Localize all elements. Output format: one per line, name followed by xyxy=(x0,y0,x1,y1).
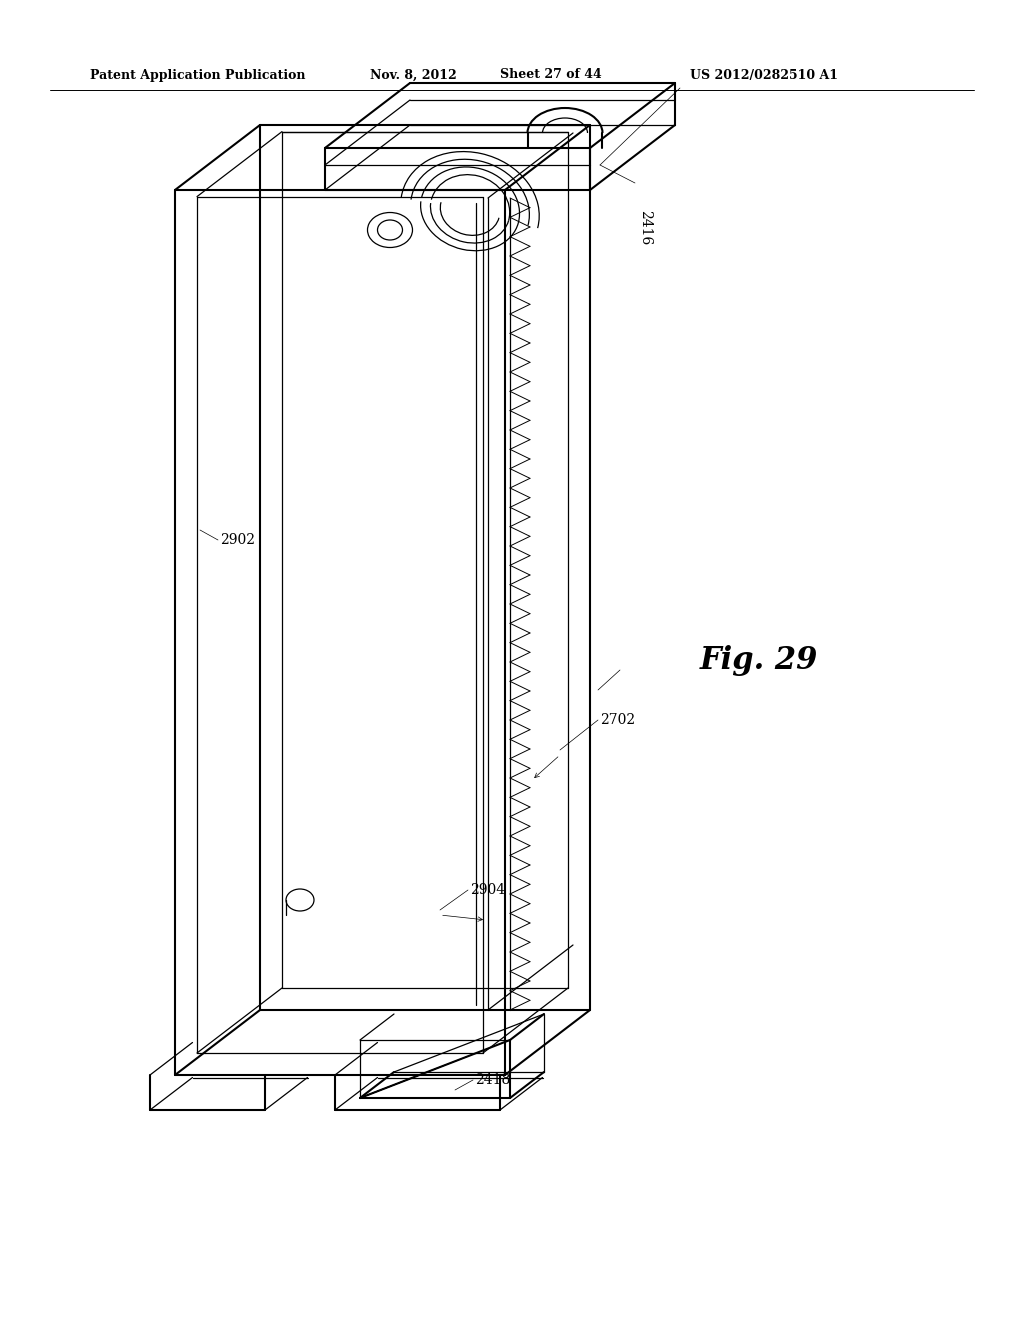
Text: 2416: 2416 xyxy=(638,210,652,246)
Text: Nov. 8, 2012: Nov. 8, 2012 xyxy=(370,69,457,82)
Text: Patent Application Publication: Patent Application Publication xyxy=(90,69,305,82)
Text: Fig. 29: Fig. 29 xyxy=(700,644,818,676)
Text: 2904: 2904 xyxy=(470,883,505,898)
Text: 2418: 2418 xyxy=(475,1073,510,1086)
Text: US 2012/0282510 A1: US 2012/0282510 A1 xyxy=(690,69,838,82)
Text: Sheet 27 of 44: Sheet 27 of 44 xyxy=(500,69,602,82)
Text: 2902: 2902 xyxy=(220,533,255,546)
Text: 2702: 2702 xyxy=(600,713,635,727)
